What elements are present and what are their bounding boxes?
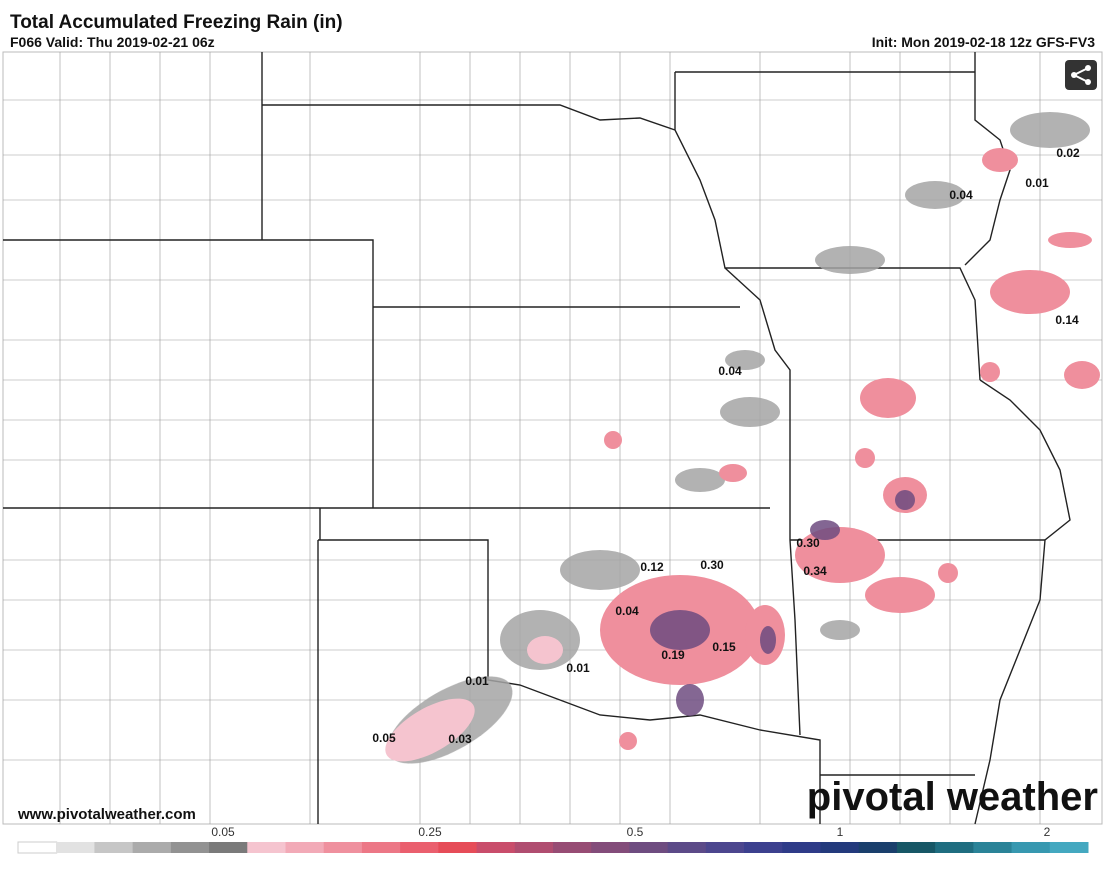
colorbar-tick-label: 1 [837,825,844,839]
point-label: 0.04 [949,188,973,202]
map-frame [2,51,1103,825]
point-label: 0.05 [372,731,396,745]
colorbar-swatch [94,842,134,853]
colorbar-swatch [858,842,898,853]
colorbar-swatch [782,842,821,853]
colorbar-swatch [438,842,478,853]
map: 0.02 0.01 0.04 0.14 0.04 0.30 0.34 0.12 0.30 0.04… [2,51,1103,825]
colorbar-swatch [1049,842,1089,853]
point-label: 0.14 [1055,313,1079,327]
share-button[interactable] [1065,60,1097,90]
colorbar-swatch [896,842,936,853]
precip-purple [650,490,915,716]
colorbar-swatch [591,842,630,853]
colorbar-swatch [973,842,1013,853]
colorbar-swatch [285,842,325,853]
init-time: Init: Mon 2019-02-18 12z GFS-FV3 [872,34,1095,50]
colorbar-swatch [667,842,707,853]
colorbar-swatch [935,842,974,853]
title: Total Accumulated Freezing Rain (in) [10,12,343,33]
point-label: 0.30 [700,558,724,572]
colorbar-swatch [17,841,58,854]
valid-time: F066 Valid: Thu 2019-02-21 06z [10,34,215,50]
colorbar-swatch [1011,842,1051,853]
website: www.pivotalweather.com [17,806,196,823]
point-label: 0.30 [796,536,820,550]
colorbar-swatch [323,842,363,853]
colorbar-swatch [553,842,592,853]
colorbar-swatch [629,842,669,853]
state-borders [3,52,1071,825]
point-label: 0.34 [803,564,827,578]
point-labels: 0.02 0.01 0.04 0.14 0.04 0.30 0.34 0.12 0.30 0.04… [372,146,1080,746]
point-label: 0.04 [615,604,639,618]
watermark: pivotal weather [807,775,1098,819]
colorbar-tick-label: 0.05 [211,825,235,839]
colorbar-tick-label: 0.5 [627,825,644,839]
colorbar-swatch [247,842,286,853]
colorbar-swatch [170,842,210,853]
colorbar-swatch [361,842,401,853]
point-label: 0.01 [566,661,590,675]
point-label: 0.01 [465,674,489,688]
point-label: 0.02 [1056,146,1080,160]
point-label: 0.15 [712,640,736,654]
colorbar-tick-label: 2 [1044,825,1051,839]
share-icon[interactable] [1065,60,1097,90]
point-label: 0.04 [718,364,742,378]
colorbar: 0.05 0.25 0.5 1 2 [17,825,1089,854]
point-label: 0.01 [1025,176,1049,190]
colorbar-swatch [476,842,516,853]
colorbar-swatch [820,842,860,853]
colorbar-swatch [56,842,95,853]
colorbar-swatch [400,842,439,853]
point-label: 0.12 [640,560,664,574]
point-label: 0.03 [448,732,472,746]
colorbar-swatch [744,842,783,853]
point-label: 0.19 [661,648,685,662]
colorbar-swatch [514,842,554,853]
colorbar-swatch [209,842,248,853]
colorbar-swatch [705,842,745,853]
colorbar-tick-label: 0.25 [418,825,442,839]
colorbar-swatch [132,842,172,853]
